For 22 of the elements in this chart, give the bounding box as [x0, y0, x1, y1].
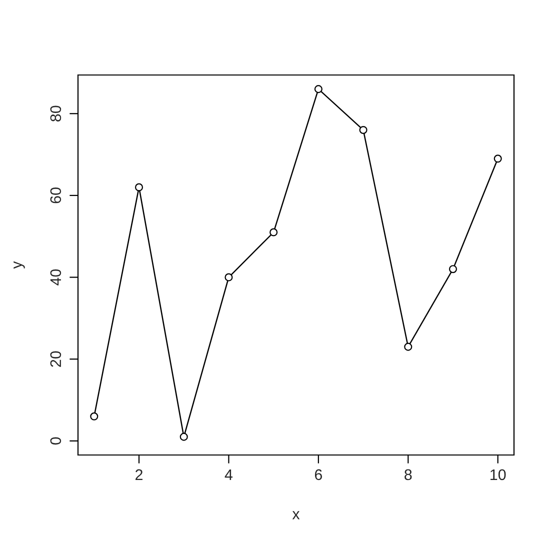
point	[494, 154, 502, 163]
point	[448, 265, 458, 274]
y-tick-label: 40	[50, 269, 62, 286]
x-tick-label: 6	[314, 469, 322, 480]
y-tick-label: 80	[50, 106, 62, 122]
y-axis-title: y	[14, 261, 25, 269]
x-tick-label: 2	[136, 469, 142, 480]
point	[314, 85, 322, 94]
point	[270, 228, 278, 236]
y-tick-label: 20	[50, 351, 62, 367]
x-tick-label: 4	[224, 469, 233, 480]
point	[404, 342, 412, 351]
x-tick-label: 8	[404, 469, 412, 480]
point	[359, 126, 368, 134]
point	[180, 432, 188, 441]
point	[134, 183, 144, 192]
point	[224, 273, 233, 282]
x-tick-label: 10	[490, 469, 506, 480]
y-tick-label: 60	[50, 188, 62, 204]
x-axis-title: x	[292, 511, 300, 520]
point	[90, 412, 98, 420]
y-tick-label: 0	[50, 437, 62, 445]
